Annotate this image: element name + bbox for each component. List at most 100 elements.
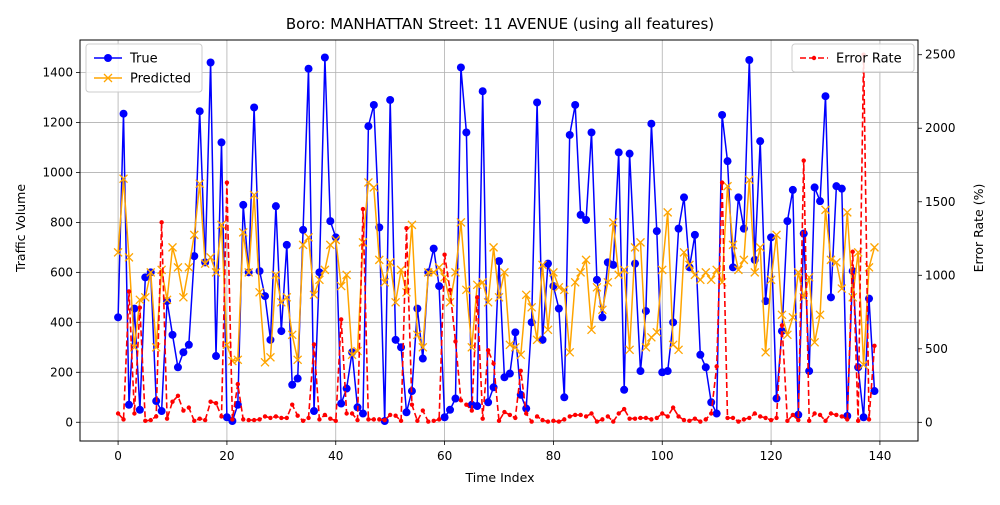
error-rate-point	[556, 419, 562, 424]
error-rate-point	[241, 417, 246, 422]
error-rate-point	[360, 206, 366, 212]
predicted-point	[728, 240, 738, 250]
y2-tick-label: 2500	[925, 48, 956, 62]
predicted-point	[173, 262, 183, 272]
predicted-point	[842, 207, 852, 217]
error-rate-point	[638, 415, 643, 421]
error-rate-point	[458, 398, 464, 403]
error-rate-point	[649, 417, 654, 422]
predicted-point	[733, 265, 743, 275]
true-point	[554, 304, 563, 313]
true-point	[723, 157, 732, 166]
error-rate-point	[834, 412, 839, 418]
error-rate-point	[322, 412, 328, 418]
true-point	[614, 148, 623, 157]
error-rate-point	[567, 414, 572, 419]
predicted-point	[396, 265, 406, 275]
y-tick-label: 1000	[42, 165, 73, 179]
y2-axis-title: Error Rate (%)	[971, 184, 986, 273]
error-rate-point	[600, 417, 605, 422]
true-point	[505, 369, 514, 378]
predicted-point	[483, 297, 493, 307]
true-point	[625, 149, 634, 158]
predicted-point	[178, 292, 188, 302]
true-point	[522, 404, 531, 413]
x-tick-label: 80	[546, 449, 561, 463]
y2-tick-label: 0	[925, 415, 933, 429]
predicted-point	[309, 290, 319, 300]
predicted-point	[282, 292, 292, 302]
predicted-point	[238, 227, 248, 237]
predicted-point	[772, 230, 781, 240]
predicted-point	[374, 255, 384, 265]
predicted-point	[510, 342, 520, 352]
predicted-point	[119, 174, 128, 184]
error-rate-point	[469, 408, 474, 413]
chart-title: Boro: MANHATTAN Street: 11 AVENUE (using…	[286, 15, 714, 33]
predicted-point	[320, 265, 330, 275]
predicted-point	[293, 355, 303, 365]
predicted-point	[353, 346, 362, 356]
error-rate-point	[719, 180, 725, 185]
y2-tick-label: 2000	[925, 121, 956, 135]
true-point	[217, 138, 226, 147]
error-rate-point	[328, 416, 333, 421]
predicted-point	[777, 310, 787, 320]
plot-frame	[79, 39, 919, 442]
predicted-point	[532, 335, 542, 345]
predicted-point	[287, 330, 297, 340]
error-rate-point	[730, 415, 736, 421]
error-rate-point	[409, 402, 415, 407]
predicted-point	[587, 325, 596, 335]
error-rate-point	[676, 414, 681, 419]
error-rate-point	[295, 413, 300, 418]
predicted-point	[233, 355, 243, 365]
true-point	[701, 363, 710, 372]
legend-box	[85, 43, 203, 93]
y-tick-label: 200	[50, 365, 73, 379]
predicted-point	[663, 207, 673, 217]
error-rate-point	[589, 411, 594, 416]
error-rate-point	[300, 418, 306, 424]
predicted-point	[461, 285, 471, 295]
error-rate-point	[143, 418, 148, 424]
predicted-point	[189, 230, 199, 240]
true-point	[745, 55, 754, 64]
error-rate-point	[436, 417, 442, 422]
predicted-point	[810, 337, 820, 347]
true-point	[511, 328, 520, 337]
true-point	[777, 327, 786, 336]
error-rate-point	[736, 419, 741, 424]
predicted-point	[766, 275, 776, 285]
predicted-point	[652, 327, 662, 337]
true-point	[478, 87, 487, 96]
true-point	[641, 307, 650, 316]
true-point	[124, 400, 133, 409]
x-tick-label: 140	[868, 449, 891, 463]
error-rate-point	[153, 414, 159, 419]
error-rate-point	[540, 417, 545, 423]
predicted-point	[385, 257, 395, 267]
error-rate-point	[186, 405, 192, 410]
error-rate-point	[192, 418, 197, 424]
error-rate-point	[202, 417, 208, 423]
error-rate-point	[208, 399, 213, 404]
error-rate-point	[485, 348, 491, 353]
true-line	[117, 56, 876, 422]
error-rate-point	[796, 417, 801, 423]
predicted-point	[543, 325, 553, 335]
error-rate-point	[502, 409, 507, 415]
predicted-point	[548, 267, 558, 277]
predicted-point	[391, 297, 401, 307]
error-rate-point	[806, 418, 812, 424]
predicted-point	[478, 277, 488, 287]
x-tick-label: 0	[114, 449, 122, 463]
true-point	[587, 128, 596, 137]
predicted-point	[244, 267, 254, 277]
true-point	[571, 100, 580, 109]
error-rate-point	[426, 419, 431, 424]
predicted-point	[674, 345, 684, 355]
predicted-point	[407, 220, 417, 230]
true-point	[663, 367, 672, 376]
error-rate-point	[355, 417, 360, 423]
